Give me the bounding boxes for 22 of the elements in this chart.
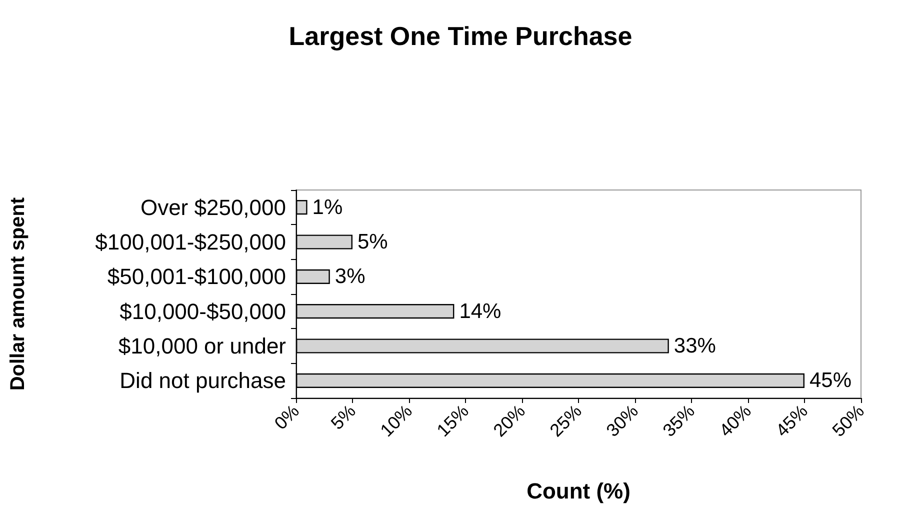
chart-title: Largest One Time Purchase (288, 21, 632, 51)
data-label: 1% (312, 196, 343, 219)
x-tick-label: 0% (270, 400, 304, 434)
y-tick-label: $10,000 or under (118, 334, 286, 358)
y-tick-label: $10,000-$50,000 (120, 298, 286, 324)
y-tick-label: $100,001-$250,000 (95, 230, 286, 254)
x-tick-label: 5% (327, 400, 360, 434)
y-tick-label: Did not purchase (120, 368, 286, 394)
data-label: 14% (459, 300, 502, 323)
data-label: 45% (810, 369, 852, 392)
x-tick-label: 30% (602, 400, 642, 441)
data-label: 33% (674, 334, 716, 358)
data-label: 3% (334, 265, 366, 288)
y-axis-title: Dollar amount spent (7, 196, 29, 391)
x-tick-label: 40% (715, 400, 756, 441)
y-tick-label: Over $250,000 (140, 194, 286, 220)
data-label: 5% (358, 230, 388, 254)
x-axis-title: Count (%) (526, 478, 630, 504)
y-tick-label: $50,001-$100,000 (107, 264, 286, 290)
x-tick-label: 45% (772, 400, 812, 441)
x-tick-label: 35% (658, 400, 699, 441)
x-tick-label: 50% (828, 400, 868, 441)
